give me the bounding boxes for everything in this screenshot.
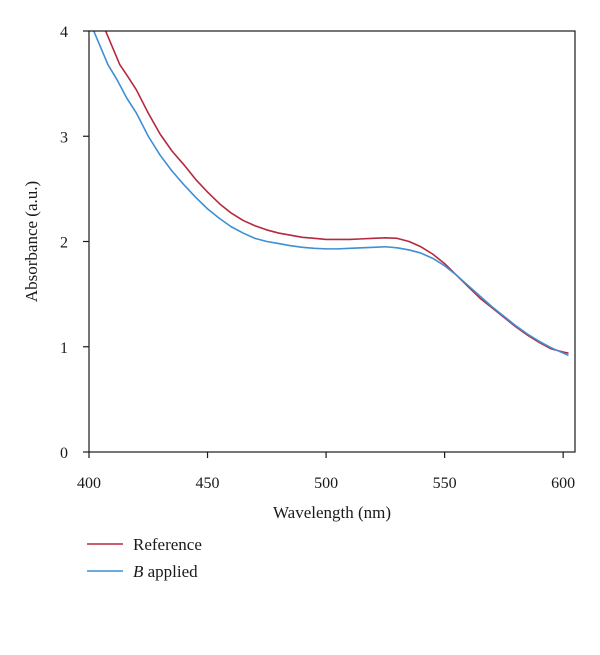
y-tick-label: 4 bbox=[60, 24, 68, 41]
legend-label-b-applied: B applied bbox=[133, 562, 198, 581]
x-tick-label: 400 bbox=[77, 475, 101, 492]
y-axis-label: Absorbance (a.u.) bbox=[22, 181, 41, 302]
axes-layer: 400 450 500 550 600 0 1 2 3 4 bbox=[60, 24, 576, 492]
series-line-reference bbox=[104, 31, 569, 354]
y-tick-label: 2 bbox=[60, 235, 68, 252]
legend-label-reference: Reference bbox=[133, 535, 202, 554]
y-tick-label: 1 bbox=[60, 340, 68, 357]
x-tick-label: 450 bbox=[196, 475, 220, 492]
legend: Reference B applied bbox=[87, 535, 202, 581]
series-line-b-applied bbox=[92, 31, 569, 356]
x-tick-label: 600 bbox=[551, 475, 575, 492]
plot-frame bbox=[88, 30, 576, 453]
y-tick-label: 0 bbox=[60, 445, 68, 462]
x-axis-label: Wavelength (nm) bbox=[273, 503, 391, 522]
x-tick-label: 550 bbox=[433, 475, 457, 492]
y-tick-label: 3 bbox=[60, 129, 68, 146]
x-tick-label: 500 bbox=[314, 475, 338, 492]
legend-label-b-prefix: B bbox=[133, 562, 144, 581]
legend-label-b-suffix: applied bbox=[143, 562, 198, 581]
series-layer bbox=[92, 31, 569, 356]
